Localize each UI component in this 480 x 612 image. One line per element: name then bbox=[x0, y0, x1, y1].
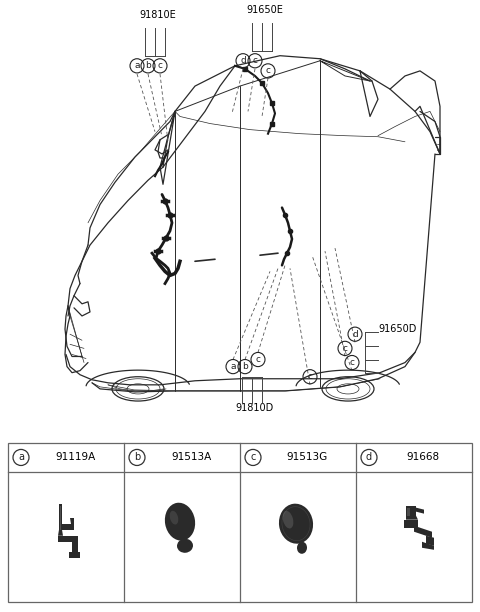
Ellipse shape bbox=[279, 504, 313, 543]
Text: d: d bbox=[366, 452, 372, 463]
Polygon shape bbox=[416, 507, 424, 513]
Polygon shape bbox=[69, 552, 80, 558]
Polygon shape bbox=[72, 542, 78, 554]
Text: c: c bbox=[250, 452, 256, 463]
Text: b: b bbox=[145, 61, 151, 70]
Text: 91650D: 91650D bbox=[378, 324, 416, 334]
Text: 91810E: 91810E bbox=[140, 10, 176, 20]
Polygon shape bbox=[60, 506, 61, 530]
Polygon shape bbox=[406, 506, 416, 516]
Polygon shape bbox=[58, 530, 63, 536]
Polygon shape bbox=[414, 526, 432, 538]
Text: 91650E: 91650E bbox=[247, 5, 283, 15]
Ellipse shape bbox=[165, 502, 195, 540]
Text: d: d bbox=[240, 56, 246, 65]
Polygon shape bbox=[59, 504, 62, 530]
Ellipse shape bbox=[177, 539, 193, 553]
Text: c: c bbox=[255, 355, 261, 364]
FancyBboxPatch shape bbox=[8, 444, 472, 602]
Ellipse shape bbox=[283, 511, 293, 529]
Ellipse shape bbox=[297, 542, 307, 554]
Text: 91513G: 91513G bbox=[287, 452, 328, 463]
Text: a: a bbox=[230, 362, 236, 371]
Polygon shape bbox=[62, 524, 74, 530]
Polygon shape bbox=[70, 518, 74, 524]
Polygon shape bbox=[426, 536, 434, 546]
Text: 91668: 91668 bbox=[407, 452, 440, 463]
Text: d: d bbox=[352, 330, 358, 338]
Text: c: c bbox=[252, 56, 257, 65]
Polygon shape bbox=[422, 542, 434, 550]
Text: c: c bbox=[265, 66, 271, 75]
Text: 91119A: 91119A bbox=[55, 452, 96, 463]
Text: 91513A: 91513A bbox=[171, 452, 211, 463]
Text: c: c bbox=[349, 358, 355, 367]
Text: c: c bbox=[343, 344, 348, 353]
Text: a: a bbox=[134, 61, 140, 70]
Text: c: c bbox=[308, 372, 312, 381]
Polygon shape bbox=[407, 507, 410, 516]
Polygon shape bbox=[404, 520, 418, 528]
Text: c: c bbox=[157, 61, 163, 70]
Text: b: b bbox=[134, 452, 140, 463]
Polygon shape bbox=[58, 536, 78, 542]
Text: 91810D: 91810D bbox=[236, 403, 274, 413]
Text: b: b bbox=[242, 362, 248, 371]
Polygon shape bbox=[406, 516, 418, 520]
Text: a: a bbox=[18, 452, 24, 463]
Ellipse shape bbox=[170, 511, 178, 524]
